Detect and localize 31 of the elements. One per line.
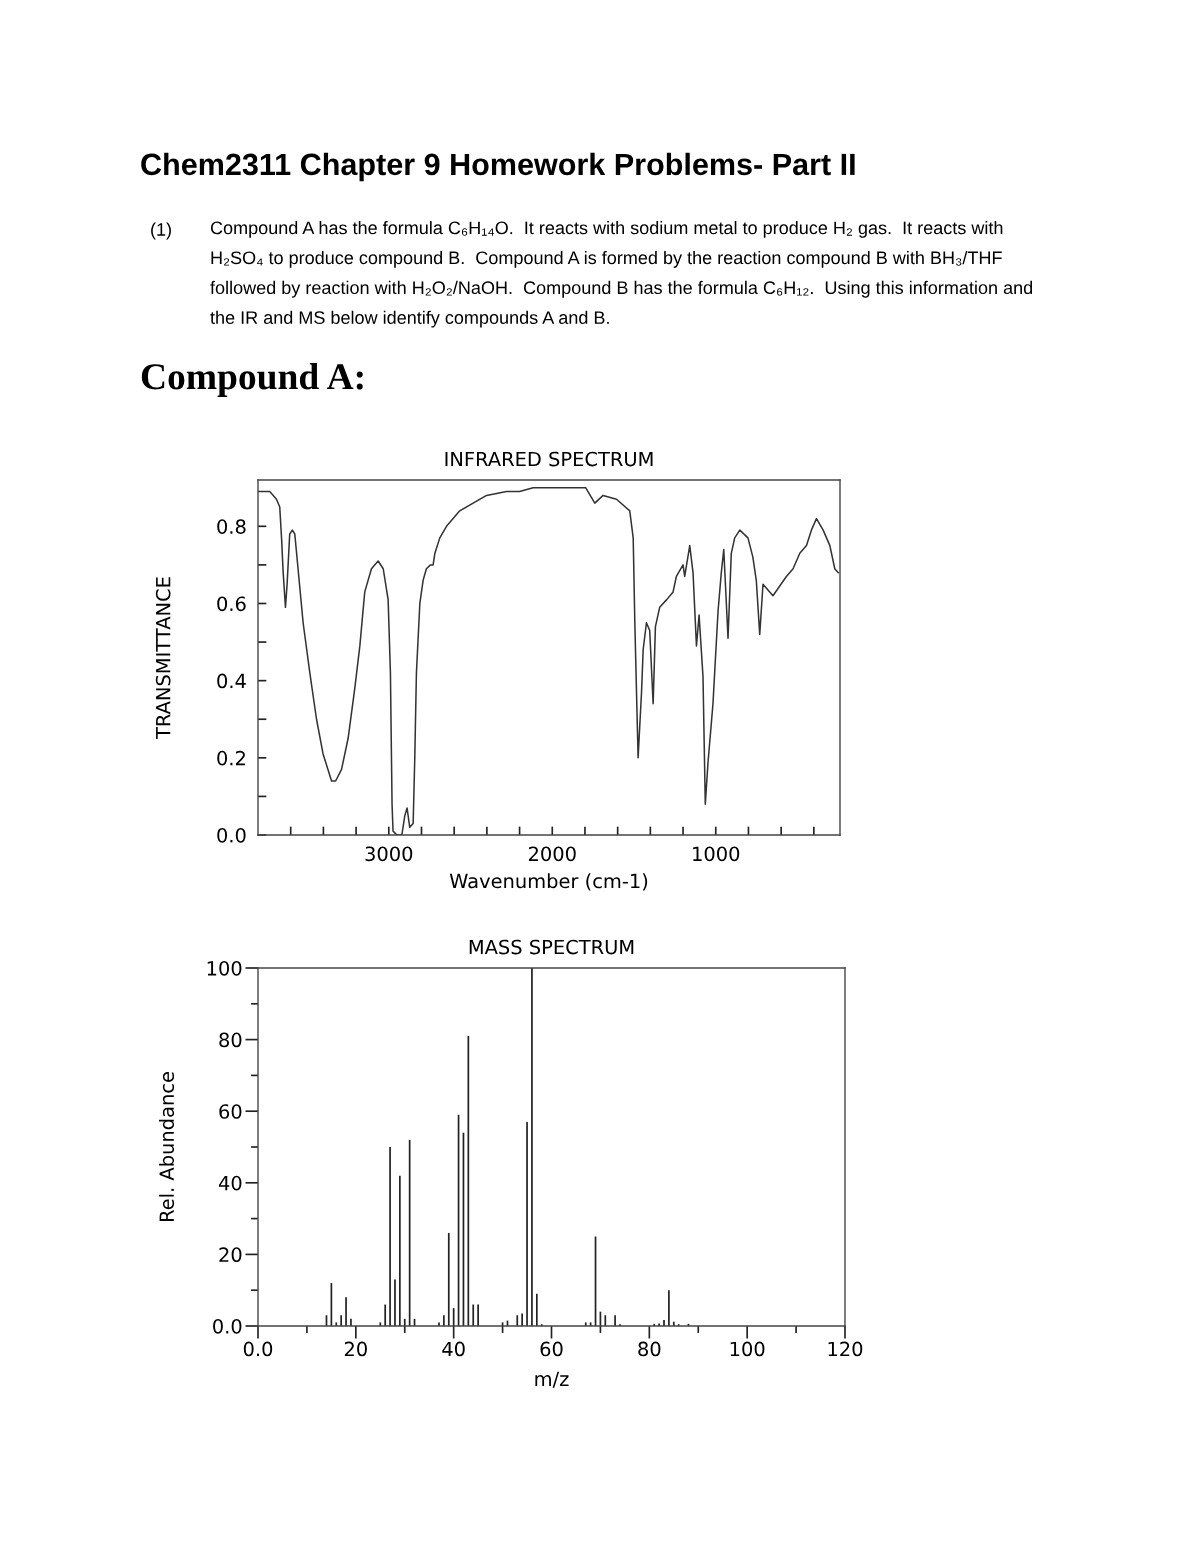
x-tick-label: 3000 [365,846,413,862]
x-axis-title: Wavenumber (cm-1) [449,873,648,891]
text: Compound A has the formula C₆H₁₄O. It reacts with sodium metal to produce H₂ gas. It reacts with H₂SO₄ to produce compound B. Compound A is formed by the reaction compound B with BH₃/THF followed by reaction with H₂O₂/NaOH. Compound B has the formula C₆H₁₂. Using this information and the IR and MS below identify compounds A and B. [210,221,1033,328]
x-tick-label: 2000 [528,846,576,862]
x-tick-label: 80 [638,1341,661,1357]
y-tick-label: 100 [207,960,242,976]
y-tick-label: 40 [218,1175,242,1191]
y-tick-label: 0.4 [217,673,246,689]
y-tick-label: 20 [219,1247,242,1263]
y-tick-label: 0.0 [213,1318,242,1334]
text: Compound A: [141,363,363,397]
chart-title: MASS SPECTRUM [469,939,634,955]
x-tick-label: 0.0 [243,1341,273,1357]
x-tick-label: 100 [730,1341,765,1357]
y-tick-label: 60 [219,1104,242,1119]
y-tick-label: 0.6 [217,596,246,612]
x-tick-label: 1000 [693,846,740,862]
y-tick-label: 0.0 [217,827,246,843]
text: (1) [151,222,171,240]
x-tick-label: 120 [828,1341,863,1357]
x-tick-label: 40 [442,1341,465,1357]
chart-title: INFRARED SPECTRUM [445,451,653,467]
y-tick-label: 80 [219,1032,242,1048]
x-axis-title: m/z [535,1371,569,1388]
y-tick-label: 0.2 [217,750,245,766]
y-axis-title: Rel. Abundance [159,1072,175,1222]
x-tick-label: 20 [344,1341,367,1357]
x-tick-label: 60 [540,1341,563,1357]
y-tick-label: 0.8 [217,519,246,534]
text: Chem2311 Chapter 9 Homework Problems- Part II [141,152,855,182]
y-axis-title: TRANSMITTANCE [155,577,171,740]
